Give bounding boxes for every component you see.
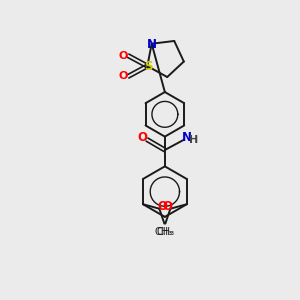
Text: O: O bbox=[138, 131, 148, 144]
Text: H: H bbox=[189, 135, 199, 145]
Text: O: O bbox=[118, 71, 128, 81]
Text: O: O bbox=[118, 51, 128, 61]
Text: O: O bbox=[157, 200, 167, 213]
Text: N: N bbox=[182, 131, 192, 144]
Text: O: O bbox=[162, 200, 172, 213]
Text: S: S bbox=[144, 59, 152, 73]
Text: CH₃: CH₃ bbox=[155, 226, 173, 236]
Text: N: N bbox=[147, 38, 157, 51]
Text: CH₃: CH₃ bbox=[157, 226, 175, 236]
